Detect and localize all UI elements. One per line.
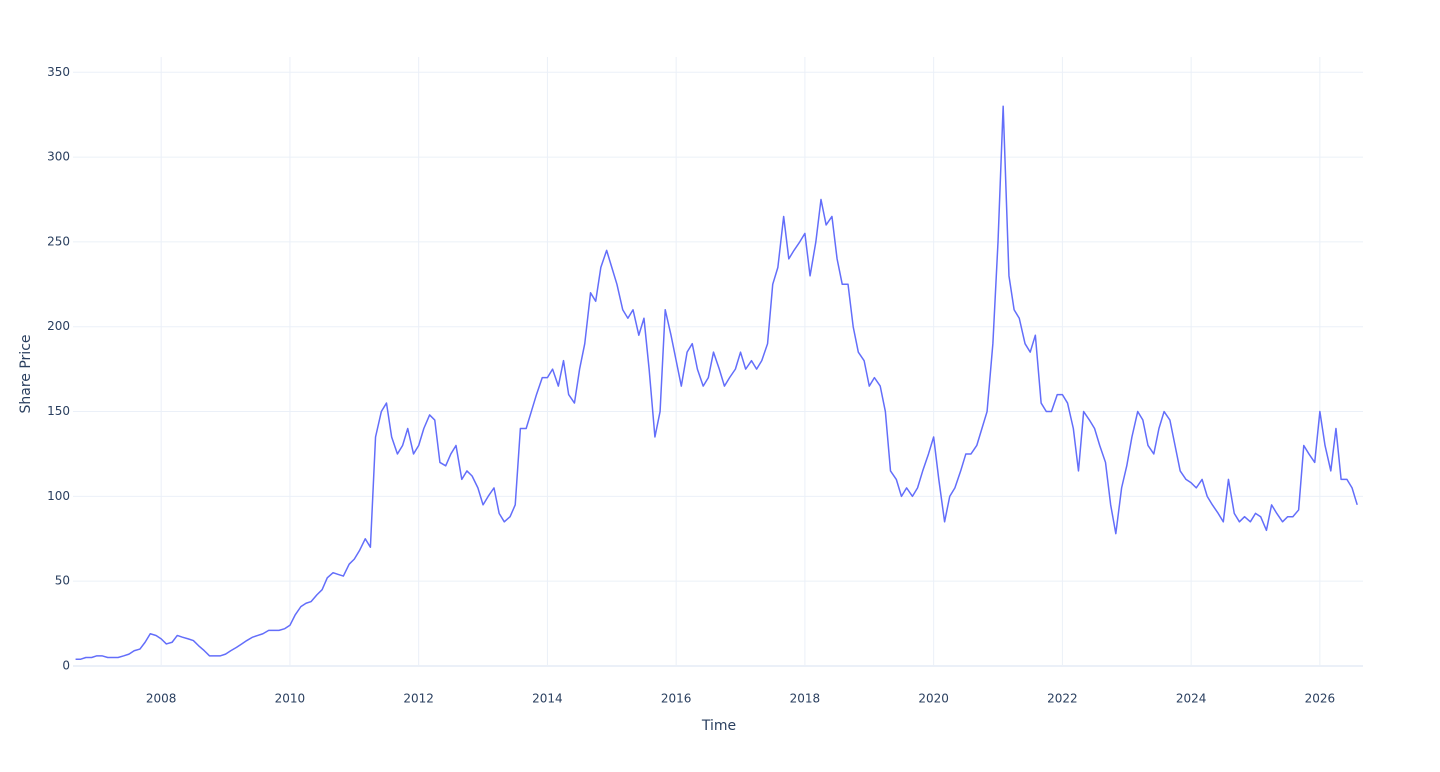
y-axis-title: Share Price: [18, 334, 34, 413]
x-tick-label: 2014: [532, 692, 563, 706]
x-tick-label: 2020: [918, 692, 949, 706]
y-tick-label: 200: [47, 319, 70, 333]
x-tick-label: 2012: [403, 692, 434, 706]
x-tick-label: 2026: [1305, 692, 1336, 706]
y-tick-label: 350: [47, 65, 70, 79]
y-tick-label: 150: [47, 404, 70, 418]
y-tick-label: 100: [47, 489, 70, 503]
x-axis-title: Time: [701, 718, 736, 734]
y-tick-label: 0: [62, 659, 70, 673]
x-tick-label: 2008: [146, 692, 177, 706]
x-tick-label: 2022: [1047, 692, 1078, 706]
x-tick-label: 2010: [275, 692, 306, 706]
y-tick-label: 50: [55, 574, 70, 588]
price-line: [75, 105, 1358, 660]
y-tick-label: 250: [47, 234, 70, 248]
y-tick-label: 300: [47, 150, 70, 164]
x-tick-label: 2024: [1176, 692, 1207, 706]
x-tick-label: 2016: [661, 692, 692, 706]
x-tick-label: 2018: [790, 692, 821, 706]
